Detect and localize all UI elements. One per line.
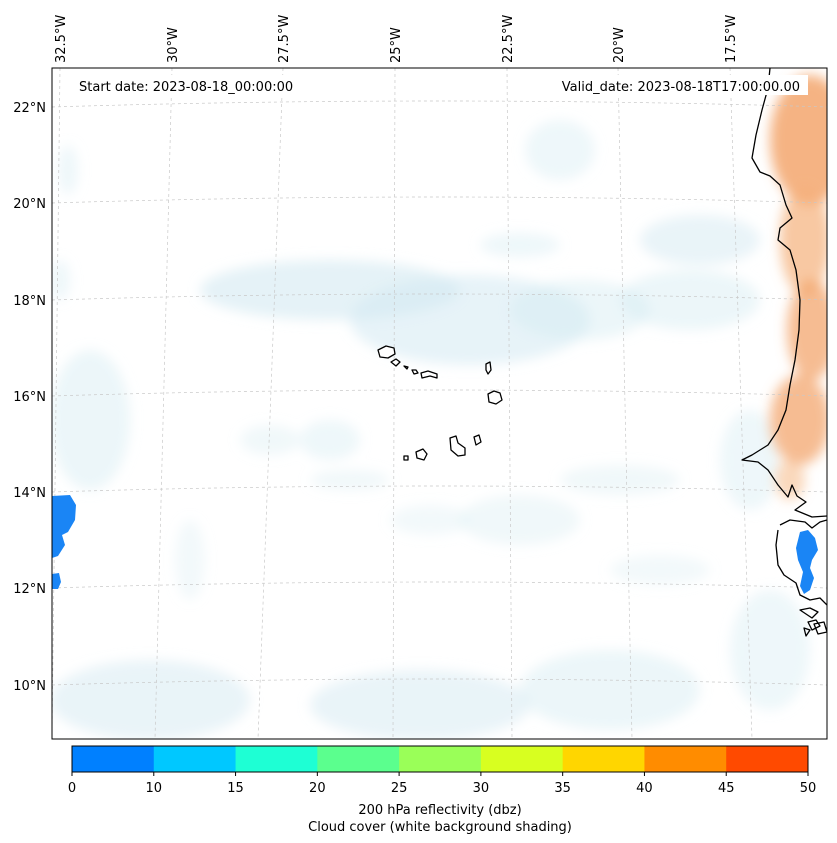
colorbar-tick-label: 30 [473, 781, 490, 796]
graticule [52, 68, 827, 739]
lat-label-14n: 14°N [13, 486, 46, 501]
island-sao-nicolau [411, 369, 419, 375]
island-sal [485, 361, 492, 375]
colorbar-tick-label: 10 [146, 781, 163, 796]
lat-label-12n: 12°N [13, 582, 46, 597]
guinea-bissau-coast [775, 529, 827, 606]
colorbar-tick-label: 15 [227, 781, 244, 796]
start-date-label: Start date: 2023-08-18_00:00:00 [79, 80, 293, 95]
colorbar-cell [72, 746, 155, 772]
lon-label-17-5w: 17.5°W [724, 15, 739, 63]
colorbar-tick-label: 50 [800, 781, 817, 796]
colorbar-cell [480, 746, 564, 772]
africa-coastline [741, 68, 827, 518]
colorbar: 0 10 15 20 25 30 35 40 45 50 200 hPa reflectivity… [68, 745, 816, 835]
lon-label-32-5w: 32.5°W [54, 15, 69, 63]
cloud-cover-shading [52, 120, 810, 739]
valid-date-box [538, 75, 808, 95]
island-santiago [449, 435, 466, 457]
colorbar-tick-label: 45 [718, 781, 735, 796]
lat-label-20n: 20°N [13, 197, 46, 212]
lat-label-16n: 16°N [13, 390, 46, 405]
lat-label-22n: 22°N [13, 101, 46, 116]
lat-label-10n: 10°N [13, 679, 46, 694]
map-frame [51, 67, 828, 740]
colorbar-cells [72, 746, 809, 772]
colorbar-cell [399, 746, 482, 772]
start-date-box [72, 75, 308, 95]
colorbar-cell [235, 746, 318, 772]
colorbar-label-line1: 200 hPa reflectivity (dbz) [358, 803, 521, 818]
lon-label-20w: 20°W [612, 27, 627, 63]
latitude-labels: 22°N 20°N 18°N 16°N 14°N 12°N 10°N [13, 101, 46, 694]
island-santo-antao [377, 345, 396, 359]
island-sao-nicolau-main [420, 370, 438, 379]
colorbar-cell [562, 746, 645, 772]
valid-date-label: Valid_date: 2023-08-18T17:00:00.00 [562, 80, 800, 95]
colorbar-tick-label: 25 [391, 781, 408, 796]
colorbar-tick-label: 0 [68, 781, 76, 796]
island-sao-vicente [390, 358, 401, 367]
colorbar-tick-label: 20 [309, 781, 326, 796]
land-shading [770, 75, 827, 500]
island-fogo [415, 448, 428, 461]
lon-label-22-5w: 22.5°W [501, 15, 516, 63]
island-boa-vista [487, 390, 503, 405]
colorbar-ticks: 0 10 15 20 25 30 35 40 45 50 [68, 772, 816, 796]
coastlines [741, 68, 827, 637]
lon-label-27-5w: 27.5°W [277, 15, 292, 63]
island-maio [473, 434, 482, 446]
island-brava [403, 455, 409, 461]
map-panel: Start date: 2023-08-18_00:00:00 Valid_da… [51, 67, 828, 740]
colorbar-tick-label: 40 [636, 781, 653, 796]
colorbar-tick-label: 35 [554, 781, 571, 796]
colorbar-cell [644, 746, 727, 772]
colorbar-label-line2: Cloud cover (white background shading) [308, 820, 572, 835]
senegal-river-coast [779, 519, 827, 529]
lon-label-25w: 25°W [389, 27, 404, 63]
map-background [52, 68, 827, 739]
lon-label-30w: 30°W [166, 27, 181, 63]
island-santa-luzia [403, 365, 409, 370]
colorbar-cell [153, 746, 237, 772]
longitude-labels: 32.5°W 30°W 27.5°W 25°W 22.5°W 20°W 17.5… [54, 15, 739, 63]
reflectivity-echoes [52, 495, 818, 594]
colorbar-frame [71, 745, 809, 773]
colorbar-cell [726, 746, 809, 772]
lat-label-18n: 18°N [13, 294, 46, 309]
cape-verde-islands [377, 345, 503, 461]
colorbar-cell [317, 746, 400, 772]
